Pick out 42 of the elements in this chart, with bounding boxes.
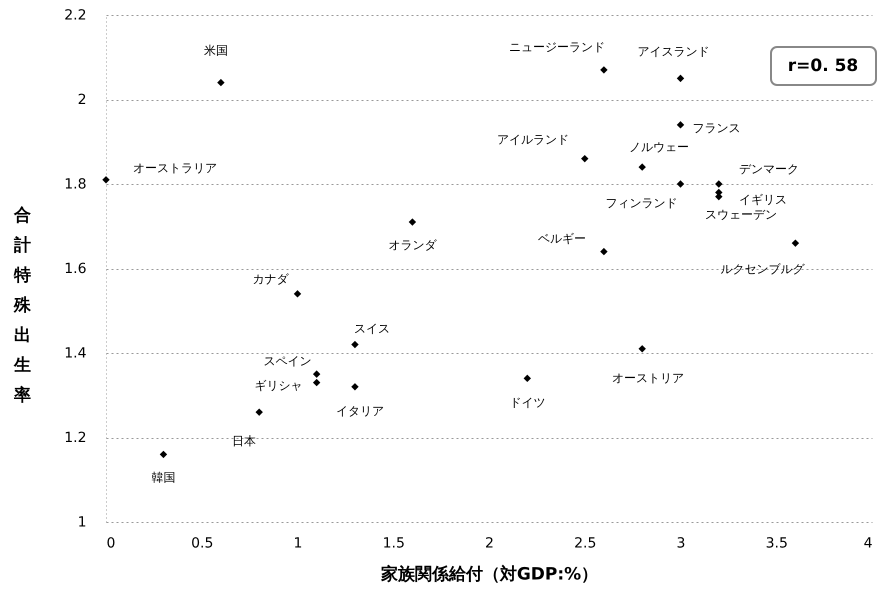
annotation: フランス [692, 120, 740, 135]
annotation: スウェーデン [704, 208, 777, 222]
annotation: カナダ [252, 272, 290, 286]
annotation: 日本 [232, 434, 256, 448]
x-tick-label: 0.5 [191, 536, 214, 552]
annotation: ニュージーランド [508, 40, 605, 54]
annotation: 米国 [204, 44, 228, 58]
annotation: 韓国 [151, 470, 176, 484]
annotation: スペイン [264, 354, 312, 368]
x-tick-label: 2.5 [574, 536, 596, 552]
annotation: r=0. 58 [788, 56, 858, 76]
y-tick-label: 1 [78, 514, 86, 530]
annotation: オランダ [388, 238, 438, 252]
annotation: ノルウェー [629, 140, 690, 154]
annotation: デンマーク [738, 162, 799, 176]
y-tick-label: 2 [78, 92, 86, 108]
annotation: ルクセンブルグ [720, 262, 806, 276]
annotation: フィンランド [606, 196, 678, 210]
y-tick-label: 1.8 [64, 176, 86, 192]
annotation: ギリシャ [254, 378, 303, 393]
annotation: スイス [354, 322, 390, 336]
y-tick-label: 1.2 [64, 430, 86, 446]
annotation: イギリス [738, 192, 787, 206]
y-axis-title: 合計特殊出生率 [13, 206, 32, 406]
annotation: アイルランド [496, 132, 569, 147]
annotation: オーストラリア [133, 160, 217, 175]
y-tick-label: 2.2 [64, 8, 86, 24]
x-tick-label: 3.5 [766, 536, 788, 552]
x-axis-title: 家族関係給付（対GDP:%） [380, 564, 598, 584]
y-tick-label: 1.4 [64, 346, 87, 362]
annotation: アイスランド [638, 44, 710, 58]
x-tick-label: 0 [106, 536, 116, 552]
x-tick-label: 1.5 [382, 536, 405, 552]
annotation: ドイツ [509, 395, 546, 410]
x-tick-label: 3 [676, 536, 686, 552]
x-tick-label: 2 [485, 536, 494, 552]
annotation: イタリア [336, 404, 384, 418]
annotation: ベルギー [538, 232, 586, 246]
y-tick-label: 1.6 [64, 261, 87, 277]
annotation: オーストリア [612, 370, 684, 385]
x-tick-label: 4 [864, 536, 873, 552]
x-tick-label: 1 [294, 536, 302, 552]
